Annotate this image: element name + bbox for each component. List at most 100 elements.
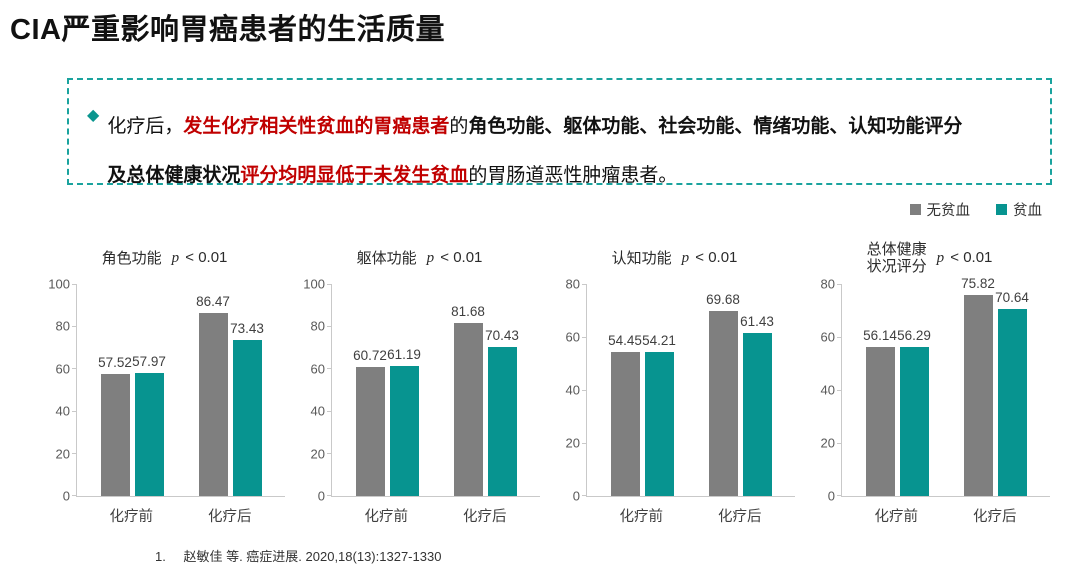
y-tick-mark [72,453,77,455]
bar-value-label: 54.45 [608,332,642,348]
plot-area: 54.45 54.21 69.68 61.43 [582,283,795,497]
bar-no-anemia: 54.45 [608,333,642,496]
bar-group: 57.52 57.97 [98,354,166,496]
legend-swatch-gray [909,204,921,215]
chart-physical-function: 躯体功能 p < 0.01 0 20 40 60 80 100 60.72 61.19 81.68 7… [299,236,540,526]
bar-anemia: 56.29 [897,328,931,496]
bar-value-label: 73.43 [230,321,264,337]
bar-value-label: 81.68 [451,303,485,319]
y-tick-mark [72,283,77,285]
bar-group: 86.47 73.43 [196,294,264,496]
bar-anemia: 54.21 [642,333,676,496]
plot-area: 57.52 57.97 86.47 73.43 [72,283,285,497]
x-category-label: 化疗前 [109,509,154,525]
bar-value-label: 86.47 [196,293,230,309]
y-tick-label: 60 [55,361,70,377]
bar-value-label: 60.72 [353,348,387,364]
y-tick-label: 60 [310,361,325,377]
y-tick-mark [837,283,842,285]
legend-item-anemia: 贫血 [996,199,1042,220]
citation-number: 1. [155,549,166,564]
bar-no-anemia: 75.82 [961,276,995,496]
y-tick-mark [327,495,332,496]
y-tick-label: 20 [55,446,70,462]
bar-anemia: 57.97 [132,354,166,496]
bar-value-label: 56.29 [897,327,931,343]
y-tick-label: 80 [55,318,70,334]
chart-title: 角色功能 [101,249,162,267]
citation-text: 赵敏佳 等. 癌症进展. 2020,18(13):1327-1330 [183,549,442,564]
y-tick-label: 40 [820,382,835,398]
y-tick-label: 80 [820,276,835,292]
legend-swatch-teal [996,204,1007,215]
y-tick-mark [837,442,842,444]
key-message-text: 化疗后，发生化疗相关性贫血的胃癌患者的角色功能、躯体功能、社会功能、情绪功能、认… [107,102,962,200]
bar-group: 81.68 70.43 [451,304,519,496]
bar-value-label: 54.21 [642,333,676,349]
page-title: CIA严重影响胃癌患者的生活质量 [10,14,445,46]
bar-value-label: 57.52 [98,355,132,371]
y-tick-mark [582,389,587,391]
bar-value-label: 61.43 [740,314,774,330]
y-tick-mark [72,495,77,496]
y-tick-mark [582,336,587,338]
diamond-bullet-icon: ◆ [87,107,100,124]
bar-no-anemia: 69.68 [706,292,740,496]
x-category-label: 化疗后 [208,509,252,525]
y-tick-mark [327,453,332,455]
y-tick-mark [582,495,587,496]
y-axis: 0 20 40 60 80 100 [44,277,76,504]
charts-row: 角色功能 p < 0.01 0 20 40 60 80 100 57.52 57.97 86.47 7… [44,236,1050,526]
bar-anemia: 70.64 [995,290,1029,496]
y-tick-mark [837,336,842,338]
bar-value-label: 57.97 [132,354,166,370]
p-value-label: p < 0.01 [936,249,993,266]
bar-value-label: 70.64 [995,289,1029,305]
y-tick-label: 0 [827,488,835,504]
legend-label: 贫血 [1013,203,1042,219]
bar-value-label: 56.14 [863,328,897,344]
chart-global-health-score: 总体健康 状况评分 p < 0.01 0 20 40 60 80 56.14 56.29 75.82… [809,236,1050,526]
key-message-box: ◆ 化疗后，发生化疗相关性贫血的胃癌患者的角色功能、躯体功能、社会功能、情绪功能… [67,78,1052,186]
bar-value-label: 61.19 [387,347,421,363]
y-tick-mark [72,325,77,327]
p-value-label: p < 0.01 [681,249,738,266]
y-tick-label: 80 [310,318,325,334]
bar-anemia: 70.43 [485,328,519,496]
y-tick-label: 100 [48,276,70,292]
plot-area: 60.72 61.19 81.68 70.43 [327,283,540,497]
y-tick-label: 40 [310,403,325,419]
p-value-label: p < 0.01 [171,249,228,266]
y-tick-mark [582,283,587,285]
chart-role-function: 角色功能 p < 0.01 0 20 40 60 80 100 57.52 57.97 86.47 7… [44,236,285,526]
y-tick-label: 0 [62,488,70,504]
y-tick-mark [582,442,587,444]
x-category-label: 化疗后 [718,509,762,525]
y-axis: 0 20 40 60 80 [554,277,586,504]
y-tick-label: 60 [820,329,835,345]
y-tick-mark [327,368,332,370]
chart-title: 躯体功能 [356,249,417,267]
bar-value-label: 69.68 [706,292,740,308]
chart-cognitive-function: 认知功能 p < 0.01 0 20 40 60 80 54.45 54.21 69.68 61.4… [554,236,795,526]
bar-anemia: 61.43 [740,314,774,496]
x-category-label: 化疗前 [874,509,919,525]
bar-value-label: 70.43 [485,327,519,343]
bar-value-label: 75.82 [961,276,995,292]
p-value-label: p < 0.01 [426,249,483,266]
bar-no-anemia: 60.72 [353,348,387,496]
bar-group: 54.45 54.21 [608,333,676,496]
bar-no-anemia: 81.68 [451,304,485,496]
bar-anemia: 61.19 [387,347,421,496]
y-tick-label: 100 [303,276,325,292]
y-axis: 0 20 40 60 80 100 [299,277,331,504]
bar-group: 75.82 70.64 [961,276,1029,496]
y-tick-label: 20 [310,446,325,462]
x-category-label: 化疗后 [973,509,1017,525]
bar-group: 60.72 61.19 [353,347,421,496]
legend-item-no-anemia: 无贫血 [909,199,970,220]
y-tick-mark [837,495,842,496]
y-tick-mark [327,325,332,327]
chart-title: 总体健康 状况评分 [866,241,927,275]
y-tick-label: 60 [565,329,580,345]
